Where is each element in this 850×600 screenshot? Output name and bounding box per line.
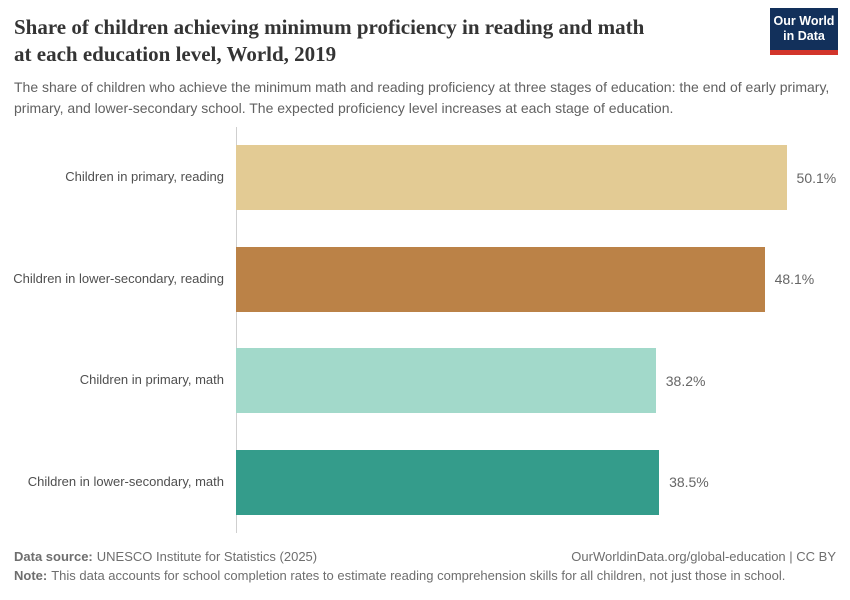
bar[interactable] xyxy=(236,348,656,413)
bar-label: Children in primary, math xyxy=(79,372,224,388)
bar[interactable] xyxy=(236,246,765,312)
chart-title: Share of children achieving minimum prof… xyxy=(14,14,754,68)
bar[interactable] xyxy=(236,449,660,515)
bar-label: Children in primary, reading xyxy=(65,169,224,185)
data-source-value: UNESCO Institute for Statistics (2025) xyxy=(96,548,318,564)
bar-rows: Children in primary, reading 50.1% Childre… xyxy=(0,127,850,533)
bar-value-label: 38.2% xyxy=(665,372,706,389)
attribution-link[interactable]: OurWorldinData.org/global-education | CC… xyxy=(571,548,836,564)
bar-track: 38.5% xyxy=(236,431,836,533)
chart-title-line-1: Share of children achieving minimum prof… xyxy=(14,15,645,39)
bar-track: 48.1% xyxy=(236,228,836,330)
footer-note-line: Note: This data accounts for school compl… xyxy=(14,567,836,586)
data-source-label: Data source: xyxy=(14,548,93,564)
footer-source-line: Data source: UNESCO Institute for Statist… xyxy=(14,548,836,567)
y-axis-line xyxy=(236,126,237,533)
bar-track: 38.2% xyxy=(236,330,836,432)
bar-row: Children in lower-secondary, reading 48.1… xyxy=(0,228,850,330)
chart-subtitle: The share of children who achieve the mi… xyxy=(14,78,830,116)
bar-value-label: 38.5% xyxy=(669,474,709,490)
bar-track: 50.1% xyxy=(236,127,836,229)
note-label: Note: xyxy=(14,567,48,583)
data-source: Data source: UNESCO Institute for Statist… xyxy=(14,548,317,567)
chart-footer: Data source: UNESCO Institute for Statist… xyxy=(0,548,850,586)
bar-row: Children in primary, math 38.2% xyxy=(0,330,850,432)
chart-area: Children in primary, reading 50.1% Childre… xyxy=(0,126,850,533)
owid-logo-text-line-1: Our World xyxy=(773,14,835,28)
bar-value-label: 50.1% xyxy=(796,169,837,186)
note-text: This data accounts for school completion… xyxy=(51,567,786,583)
bar-label: Children in lower-secondary, math xyxy=(27,473,224,489)
bar-row: Children in primary, reading 50.1% xyxy=(0,127,850,229)
owid-logo[interactable]: Our World in Data xyxy=(770,8,838,55)
chart-title-line-2: at each education level, World, 2019 xyxy=(14,41,337,66)
owid-logo-text-line-2: in Data xyxy=(783,29,825,43)
bar[interactable] xyxy=(236,145,787,210)
bar-row: Children in lower-secondary, math 38.5% xyxy=(0,431,850,533)
bar-label: Children in lower-secondary, reading xyxy=(13,270,224,286)
bar-value-label: 48.1% xyxy=(774,271,815,287)
chart-header: Share of children achieving minimum prof… xyxy=(0,0,850,119)
